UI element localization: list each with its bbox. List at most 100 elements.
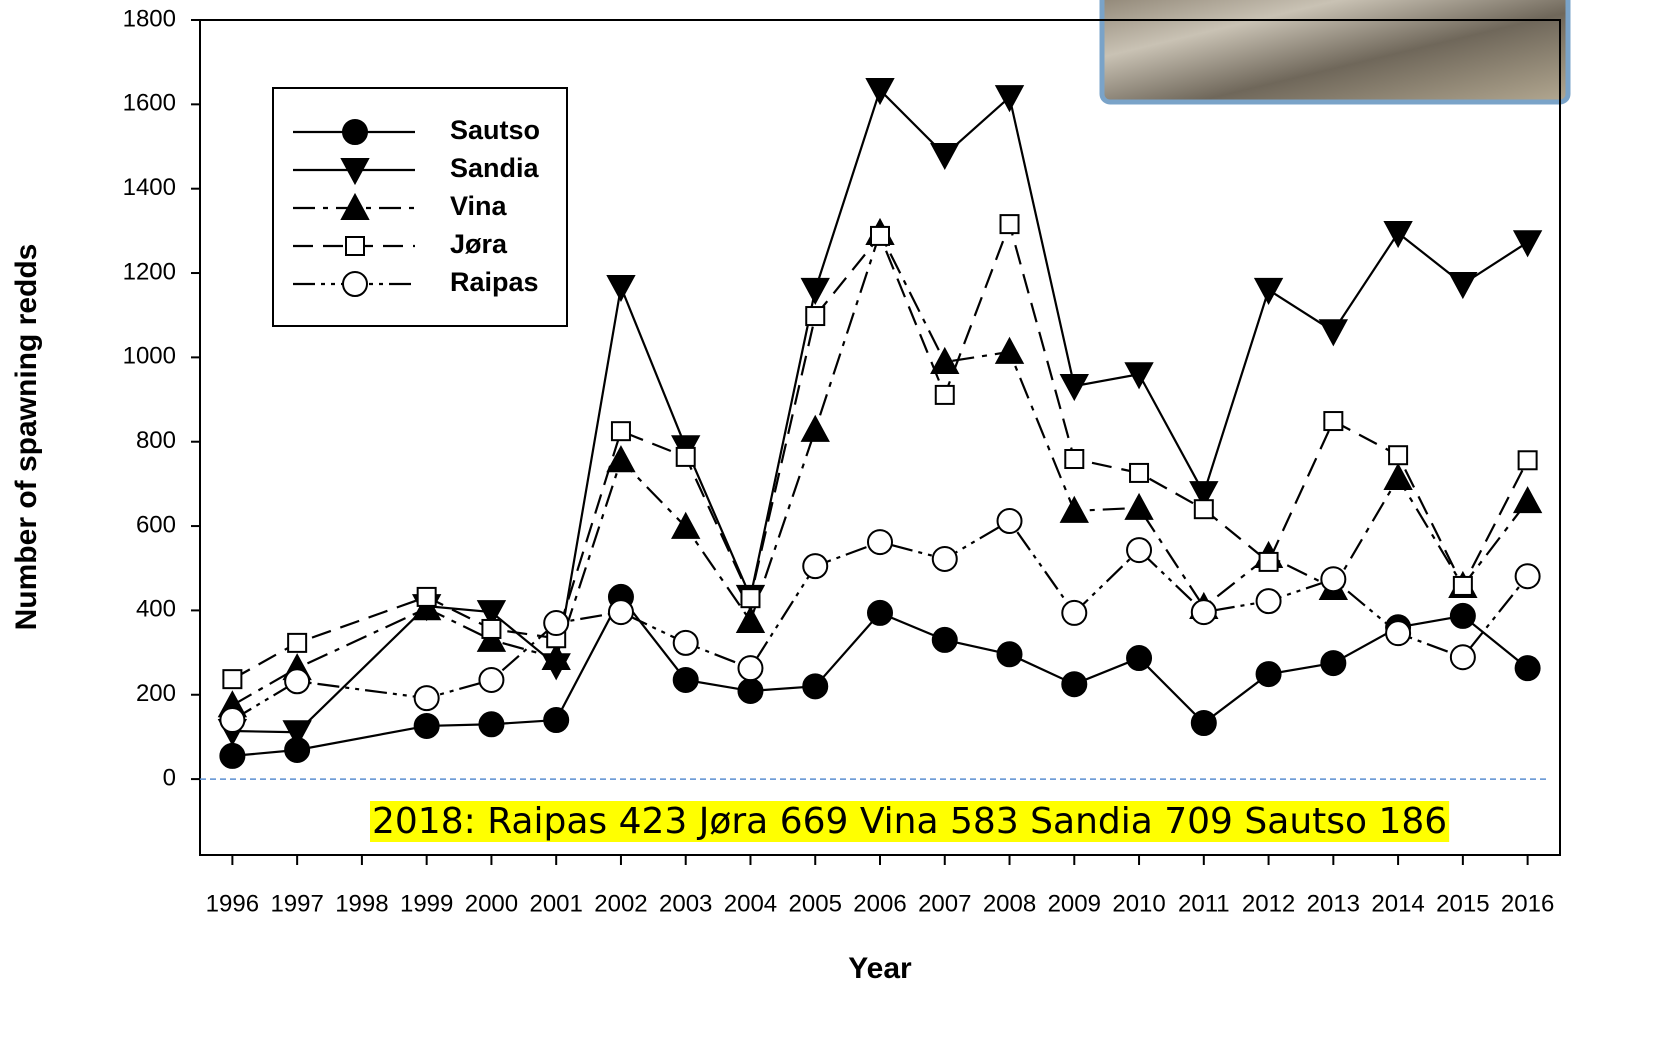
legend: Sautso Sandia Vina Jøra Raipas bbox=[272, 87, 568, 327]
marker bbox=[1190, 599, 1217, 626]
marker bbox=[282, 720, 312, 748]
marker bbox=[737, 677, 764, 704]
marker bbox=[737, 655, 764, 682]
marker bbox=[1059, 374, 1089, 402]
y-tick-label: 200 bbox=[136, 680, 176, 707]
marker bbox=[672, 666, 699, 693]
marker bbox=[1383, 462, 1413, 490]
marker bbox=[999, 214, 1020, 235]
marker bbox=[996, 641, 1023, 668]
x-tick-label: 2008 bbox=[983, 890, 1036, 917]
marker bbox=[1318, 319, 1349, 347]
marker bbox=[413, 685, 440, 712]
marker bbox=[1193, 499, 1214, 520]
marker bbox=[342, 119, 368, 145]
y-tick-label: 1800 bbox=[123, 5, 176, 32]
photo bbox=[1099, 0, 1571, 105]
marker bbox=[1320, 566, 1347, 593]
marker bbox=[735, 605, 766, 633]
legend-label: Jøra bbox=[450, 229, 508, 259]
marker bbox=[867, 599, 893, 626]
marker bbox=[672, 629, 699, 656]
series bbox=[219, 508, 1541, 734]
marker bbox=[413, 712, 440, 739]
marker bbox=[930, 142, 960, 171]
x-tick-label: 2015 bbox=[1436, 890, 1489, 917]
marker bbox=[1189, 481, 1219, 509]
marker bbox=[481, 618, 502, 639]
x-tick-label: 2012 bbox=[1242, 890, 1295, 917]
marker bbox=[1061, 599, 1088, 626]
marker bbox=[287, 632, 308, 653]
x-tick-label: 1996 bbox=[206, 890, 259, 917]
marker bbox=[1255, 661, 1282, 688]
x-tick-label: 2016 bbox=[1501, 890, 1554, 917]
x-tick-label: 2014 bbox=[1371, 890, 1424, 917]
marker bbox=[1061, 671, 1088, 698]
marker bbox=[931, 626, 958, 653]
marker bbox=[1124, 492, 1154, 520]
marker bbox=[994, 85, 1025, 113]
legend-label: Raipas bbox=[450, 267, 539, 297]
marker bbox=[1190, 710, 1217, 737]
marker bbox=[1059, 495, 1089, 523]
x-tick-label: 2011 bbox=[1178, 890, 1230, 917]
marker bbox=[996, 508, 1023, 534]
marker bbox=[1126, 645, 1153, 672]
marker bbox=[1512, 486, 1543, 514]
marker bbox=[342, 271, 368, 297]
y-tick-label: 1000 bbox=[123, 343, 176, 370]
marker bbox=[802, 553, 829, 580]
marker bbox=[1124, 362, 1154, 390]
marker bbox=[1514, 655, 1541, 682]
marker bbox=[867, 529, 893, 556]
series bbox=[217, 78, 1543, 748]
y-tick-label: 1600 bbox=[123, 90, 176, 117]
legend-label: Sautso bbox=[450, 115, 540, 145]
marker bbox=[1064, 449, 1085, 470]
marker bbox=[340, 158, 370, 186]
x-tick-label: 2007 bbox=[918, 890, 971, 917]
marker bbox=[930, 346, 960, 375]
marker bbox=[1320, 650, 1347, 677]
marker bbox=[1385, 620, 1412, 647]
x-tick-label: 1998 bbox=[335, 890, 388, 917]
x-tick-label: 2009 bbox=[1048, 890, 1101, 917]
marker bbox=[994, 336, 1025, 364]
marker bbox=[1383, 220, 1413, 249]
marker bbox=[222, 669, 243, 690]
marker bbox=[934, 384, 955, 405]
series-line bbox=[231, 230, 1529, 707]
marker bbox=[411, 593, 442, 621]
marker bbox=[543, 610, 570, 637]
x-tick-label: 2013 bbox=[1307, 890, 1360, 917]
marker bbox=[340, 192, 370, 220]
y-tick-label: 0 bbox=[163, 764, 176, 791]
x-axis-label: Year bbox=[848, 952, 912, 985]
marker bbox=[541, 642, 571, 671]
x-tick-label: 2001 bbox=[529, 890, 582, 917]
marker bbox=[284, 668, 311, 695]
marker bbox=[870, 225, 890, 246]
series bbox=[222, 214, 1538, 690]
x-tick-label: 2010 bbox=[1112, 890, 1165, 917]
marker bbox=[1253, 277, 1284, 305]
marker bbox=[610, 421, 631, 442]
marker bbox=[802, 673, 829, 700]
annotation: 2018: Raipas 423 Jøra 669 Vina 583 Sandi… bbox=[372, 801, 1447, 842]
marker bbox=[416, 586, 437, 607]
y-tick-label: 1200 bbox=[123, 258, 176, 285]
marker bbox=[1126, 537, 1153, 564]
y-tick-label: 600 bbox=[136, 511, 176, 538]
marker bbox=[1255, 588, 1282, 615]
y-tick-label: 1400 bbox=[123, 174, 176, 201]
marker bbox=[865, 78, 895, 106]
marker bbox=[800, 414, 830, 442]
marker bbox=[675, 446, 696, 467]
marker bbox=[805, 306, 826, 327]
marker bbox=[543, 707, 570, 734]
marker bbox=[345, 236, 365, 256]
y-axis-label: Number of spawning redds bbox=[10, 244, 43, 631]
x-tick-label: 2004 bbox=[724, 890, 777, 917]
